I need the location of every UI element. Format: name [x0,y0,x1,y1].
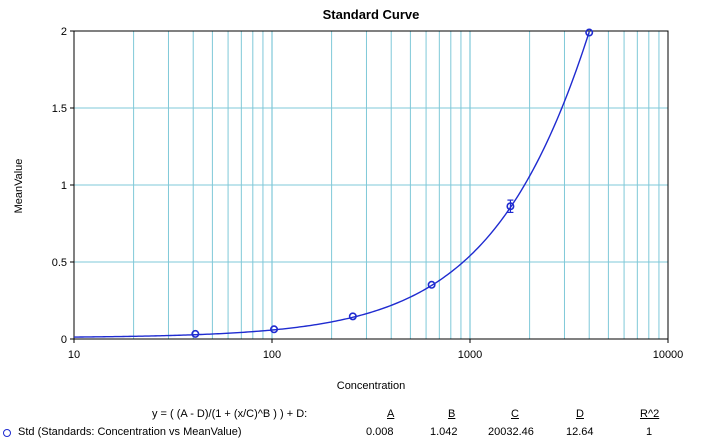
y-axis-label: MeanValue [13,159,25,214]
legend-value-d: 12.64 [566,426,594,438]
axes: 10 100 1000 10000 0 0.5 1 1.5 2 [52,26,684,361]
chart-svg: Standard Curve Concentration MeanValue 1… [13,7,684,392]
legend-header-a: A [387,408,395,420]
legend-header-d: D [576,408,584,420]
legend-value-r2: 1 [646,426,653,438]
legend-series-name: Std (Standards: Concentration vs MeanVal… [18,426,242,438]
data-point [427,280,436,289]
x-tick-label: 1000 [458,349,482,361]
y-tick-label: 1 [61,180,67,192]
x-tick-label: 10 [68,349,80,361]
legend-header-r2: R^2 [640,408,660,420]
legend-header-c: C [511,408,519,420]
data-point [348,312,357,321]
fit-curve-line [73,31,590,338]
grid [74,30,668,339]
data-point [191,329,200,338]
x-tick-label: 10000 [653,349,684,361]
y-tick-label: 0 [61,334,67,346]
fit-equation: y = ( (A - D)/(1 + (x/C)^B ) ) + D: [152,408,308,420]
legend-table: y = ( (A - D)/(1 + (x/C)^B ) ) + D: A B … [0,400,702,448]
y-tick-label: 1.5 [52,103,67,115]
legend-header-b: B [448,408,456,420]
y-tick-label: 0.5 [52,257,67,269]
data-point [506,202,515,211]
x-axis-label: Concentration [337,380,406,392]
data-points [191,28,594,338]
chart-title: Standard Curve [323,7,420,22]
y-tick-label: 2 [61,26,67,38]
legend-value-b: 1.042 [430,426,458,438]
data-point [270,325,279,334]
legend-value-c: 20032.46 [488,426,534,438]
x-tick-label: 100 [263,349,281,361]
legend-value-a: 0.008 [366,426,394,438]
fit-curve [73,31,590,338]
data-point [585,28,594,37]
